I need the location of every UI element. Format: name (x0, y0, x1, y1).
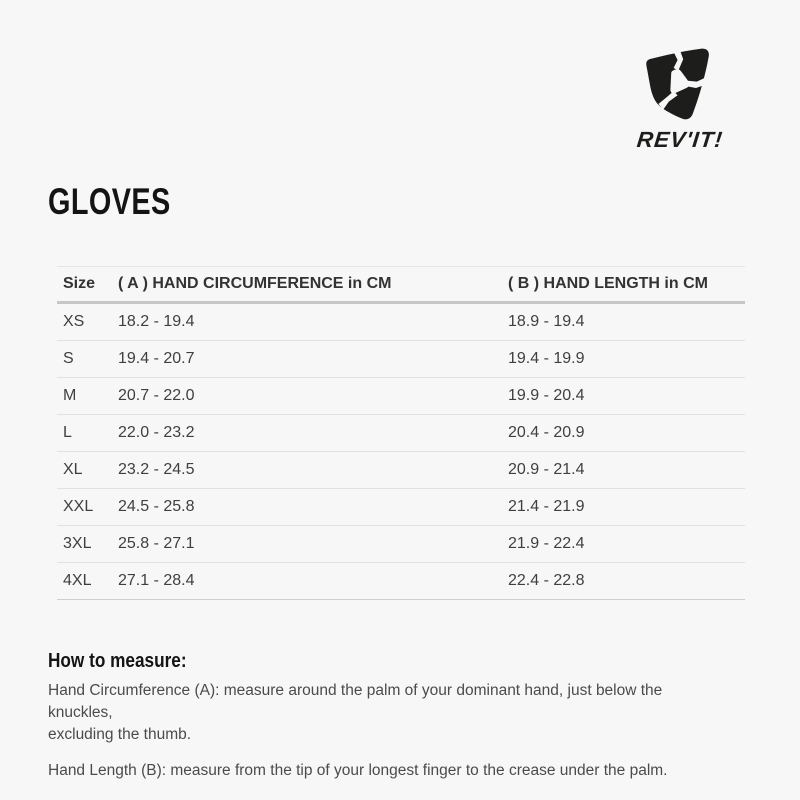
size-cell: 4XL (57, 562, 118, 600)
hand-circumference-cell: 25.8 - 27.1 (118, 525, 508, 563)
column-header-hand-length: ( B ) HAND LENGTH in CM (508, 266, 745, 304)
size-cell: XXL (57, 488, 118, 526)
hand-circumference-instruction: Hand Circumference (A): measure around t… (48, 682, 663, 743)
how-to-measure-section: How to measure: Hand Circumference (A): … (48, 649, 728, 796)
revit-brand-wordmark: REV'IT! (635, 127, 725, 152)
table-header-row: Size ( A ) HAND CIRCUMFERENCE in CM ( B … (57, 266, 745, 304)
hand-length-cell: 22.4 - 22.8 (508, 562, 745, 600)
table-row: XXL 24.5 - 25.8 21.4 - 21.9 (57, 488, 745, 526)
how-to-measure-heading: How to measure: (48, 650, 187, 672)
hand-circumference-cell: 23.2 - 24.5 (118, 451, 508, 489)
hand-length-cell: 19.4 - 19.9 (508, 340, 745, 378)
size-cell: S (57, 340, 118, 378)
size-cell: L (57, 414, 118, 452)
hand-circumference-cell: 20.7 - 22.0 (118, 377, 508, 415)
hand-circumference-cell: 18.2 - 19.4 (118, 302, 508, 341)
table-row: 4XL 27.1 - 28.4 22.4 - 22.8 (57, 562, 745, 600)
column-header-hand-circumference: ( A ) HAND CIRCUMFERENCE in CM (118, 266, 508, 304)
hand-circumference-cell: 27.1 - 28.4 (118, 562, 508, 600)
hand-length-cell: 21.9 - 22.4 (508, 525, 745, 563)
hand-circumference-cell: 22.0 - 23.2 (118, 414, 508, 452)
revit-logo: REV'IT! (621, 44, 739, 153)
table-row: XL 23.2 - 24.5 20.9 - 21.4 (57, 451, 745, 489)
size-cell: XS (57, 302, 118, 341)
column-header-size: Size (57, 266, 118, 304)
table-row: S 19.4 - 20.7 19.4 - 19.9 (57, 340, 745, 378)
hand-circumference-cell: 24.5 - 25.8 (118, 488, 508, 526)
table-row: M 20.7 - 22.0 19.9 - 20.4 (57, 377, 745, 415)
hand-length-cell: 20.9 - 21.4 (508, 451, 745, 489)
hand-length-cell: 18.9 - 19.4 (508, 302, 745, 341)
hand-circumference-cell: 19.4 - 20.7 (118, 340, 508, 378)
table-row: 3XL 25.8 - 27.1 21.9 - 22.4 (57, 525, 745, 563)
table-row: L 22.0 - 23.2 20.4 - 20.9 (57, 414, 745, 452)
hand-length-cell: 21.4 - 21.9 (508, 488, 745, 526)
hand-length-instruction: Hand Length (B): measure from the tip of… (48, 762, 668, 779)
size-cell: 3XL (57, 525, 118, 563)
revit-pick-emblem-icon (646, 48, 712, 120)
page-title: GLOVES (48, 181, 171, 222)
size-cell: M (57, 377, 118, 415)
glove-size-table: Size ( A ) HAND CIRCUMFERENCE in CM ( B … (57, 266, 745, 600)
hand-length-cell: 20.4 - 20.9 (508, 414, 745, 452)
hand-length-cell: 19.9 - 20.4 (508, 377, 745, 415)
table-row: XS 18.2 - 19.4 18.9 - 19.4 (57, 302, 745, 341)
size-cell: XL (57, 451, 118, 489)
